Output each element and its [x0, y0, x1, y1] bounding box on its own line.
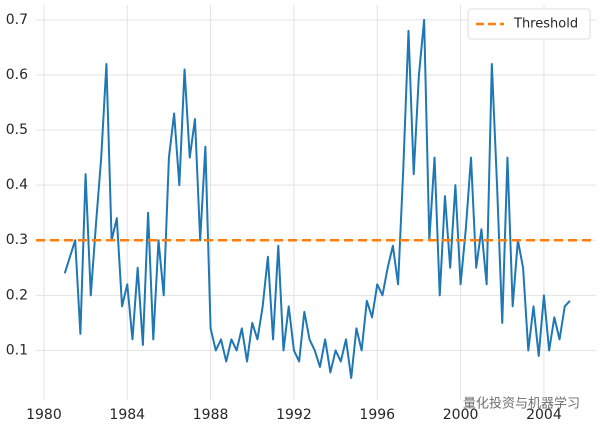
plot: 0.1 0.2 0.3 0.4 0.5 0.6 0.7 1980 1984 1988 1992 199…	[6, 5, 596, 423]
x-tick-label: 1984	[109, 407, 145, 423]
x-tick-label: 1988	[193, 407, 229, 423]
y-tick-label: 0.5	[6, 122, 28, 138]
line	[63, 18, 571, 379]
watermark: 量化投资与机器学习	[463, 396, 580, 412]
y-tick-label: 0.2	[6, 287, 28, 303]
y-tick-label: 0.4	[6, 177, 28, 193]
y-tick-label: 0.3	[6, 232, 28, 248]
y-tick-label: 0.6	[6, 67, 28, 83]
x-tick-label: 2004	[526, 407, 562, 423]
legend-label: Threshold	[513, 17, 578, 32]
x-tick-label: 1992	[276, 407, 312, 423]
legend-box	[467, 8, 591, 40]
x-tick-label: 1996	[359, 407, 395, 423]
y-tick-label: 0.1	[6, 342, 28, 358]
y-tick-label: 0.7	[6, 12, 28, 28]
x-tick-label: 2000	[443, 407, 479, 423]
x-tick-label: 1980	[26, 407, 62, 423]
